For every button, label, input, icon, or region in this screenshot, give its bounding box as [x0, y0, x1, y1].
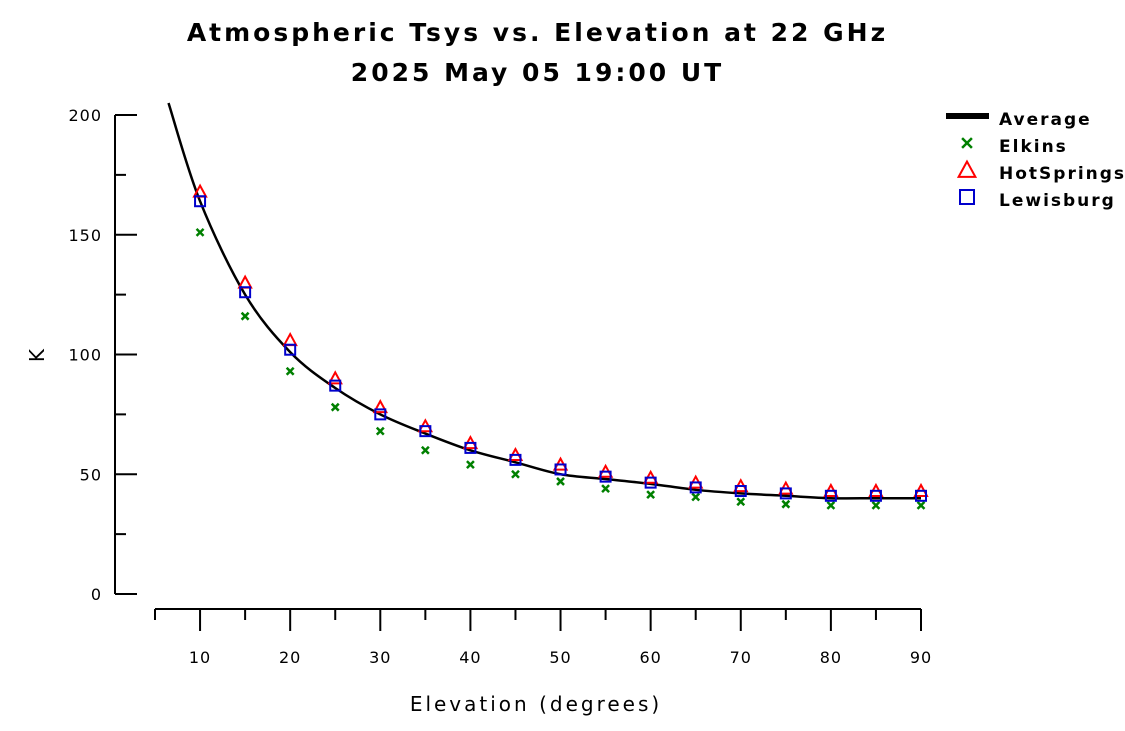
lewisburg-point — [329, 379, 342, 392]
x-tick-label: 40 — [459, 648, 481, 667]
series-hotsprings — [192, 183, 929, 497]
y-tick-label: 100 — [68, 346, 102, 365]
elkins-point-stroke — [195, 227, 205, 237]
lewisburg-point — [779, 487, 792, 500]
lewisburg-point — [644, 476, 657, 489]
elkins-point-stroke — [916, 501, 926, 510]
y-tick-label: 50 — [80, 465, 102, 484]
x-tick-label: 60 — [639, 648, 661, 667]
hotsprings-point — [372, 399, 388, 414]
x-tick-label: 90 — [910, 648, 932, 667]
elkins-point — [646, 490, 656, 499]
legend-hotsprings-label: HotSprings — [999, 164, 1125, 184]
elkins-point — [466, 460, 475, 470]
axes: 0 50 100 150 200 10 20 30 40 50 60 70 80 90 — [68, 106, 932, 667]
legend-item-lewisburg: Lewisburg — [959, 189, 1116, 211]
elkins-point — [601, 484, 610, 494]
y-tick-label: 150 — [68, 226, 102, 245]
elkins-point — [375, 426, 385, 436]
hotsprings-point — [237, 274, 253, 289]
x-tick-label: 20 — [279, 648, 301, 667]
elkins-point — [736, 497, 746, 507]
elkins-point-stroke — [285, 366, 295, 376]
legend-elkins-marker-stroke — [961, 137, 973, 149]
legend-lewisburg-marker — [959, 189, 975, 205]
elkins-point — [240, 311, 250, 321]
legend-elkins-marker — [961, 137, 973, 149]
elkins-point — [330, 402, 340, 412]
x-axis-title: Elevation (degrees) — [410, 692, 662, 716]
elkins-point-stroke — [781, 499, 791, 509]
elkins-point — [826, 501, 836, 510]
elkins-point-stroke — [330, 402, 340, 412]
elkins-point — [556, 477, 565, 486]
elkins-point — [285, 366, 295, 376]
lewisburg-point — [419, 425, 432, 438]
x-tick-label: 30 — [369, 648, 391, 667]
elkins-point — [691, 492, 701, 502]
legend-elkins-label: Elkins — [999, 137, 1068, 157]
legend-lewisburg-label: Lewisburg — [999, 191, 1116, 211]
elkins-point — [871, 501, 881, 510]
elkins-point — [781, 499, 791, 509]
elkins-point-stroke — [736, 497, 746, 507]
lewisburg-point — [869, 489, 882, 502]
lewisburg-point — [915, 489, 927, 502]
lewisburg-point — [284, 343, 297, 356]
elkins-point — [195, 227, 205, 237]
lewisburg-point — [194, 195, 207, 208]
elkins-point-stroke — [871, 501, 881, 510]
y-axis-title: K — [25, 346, 49, 362]
elkins-point-stroke — [240, 311, 250, 321]
chart-title: Atmospheric Tsys vs. Elevation at 22 GHz — [186, 18, 889, 47]
elkins-point-stroke — [466, 460, 475, 470]
lewisburg-point — [554, 463, 567, 476]
x-tick-label: 70 — [730, 648, 752, 667]
average-line — [167, 102, 921, 500]
elkins-point — [420, 445, 430, 455]
lewisburg-point — [464, 441, 477, 454]
legend-item-hotsprings: HotSprings — [956, 159, 1125, 184]
lewisburg-point — [824, 489, 837, 502]
lewisburg-point — [509, 453, 522, 466]
lewisburg-point — [599, 470, 612, 483]
y-tick-label: 200 — [68, 106, 102, 125]
elkins-point-stroke — [420, 445, 430, 455]
legend: Average Elkins HotSprings Lewisburg — [946, 110, 1125, 211]
elkins-point-stroke — [826, 501, 836, 510]
elkins-point-stroke — [691, 492, 701, 502]
legend-item-elkins: Elkins — [961, 137, 1068, 157]
hotsprings-point — [282, 331, 298, 347]
elkins-point — [916, 501, 926, 510]
elkins-point-stroke — [556, 477, 565, 486]
legend-item-average: Average — [946, 110, 1092, 130]
y-tick-label: 0 — [91, 585, 102, 604]
lewisburg-point — [689, 481, 702, 494]
elkins-point-stroke — [601, 484, 610, 494]
elkins-point-stroke — [375, 426, 385, 436]
hotsprings-point — [327, 370, 343, 385]
legend-hotsprings-marker — [956, 159, 978, 178]
legend-average-label: Average — [999, 110, 1092, 130]
lewisburg-point — [239, 286, 252, 299]
lewisburg-point — [374, 408, 387, 421]
data-marks — [167, 102, 929, 510]
x-tick-label: 80 — [820, 648, 842, 667]
elkins-point — [511, 469, 520, 479]
x-tick-label: 10 — [189, 648, 211, 667]
lewisburg-point — [734, 485, 747, 498]
elkins-point-stroke — [646, 490, 656, 499]
elkins-point-stroke — [511, 469, 520, 479]
chart-subtitle: 2025 May 05 19:00 UT — [350, 58, 725, 87]
series-lewisburg — [194, 195, 927, 502]
series-elkins — [195, 227, 926, 510]
x-tick-label: 50 — [549, 648, 571, 667]
